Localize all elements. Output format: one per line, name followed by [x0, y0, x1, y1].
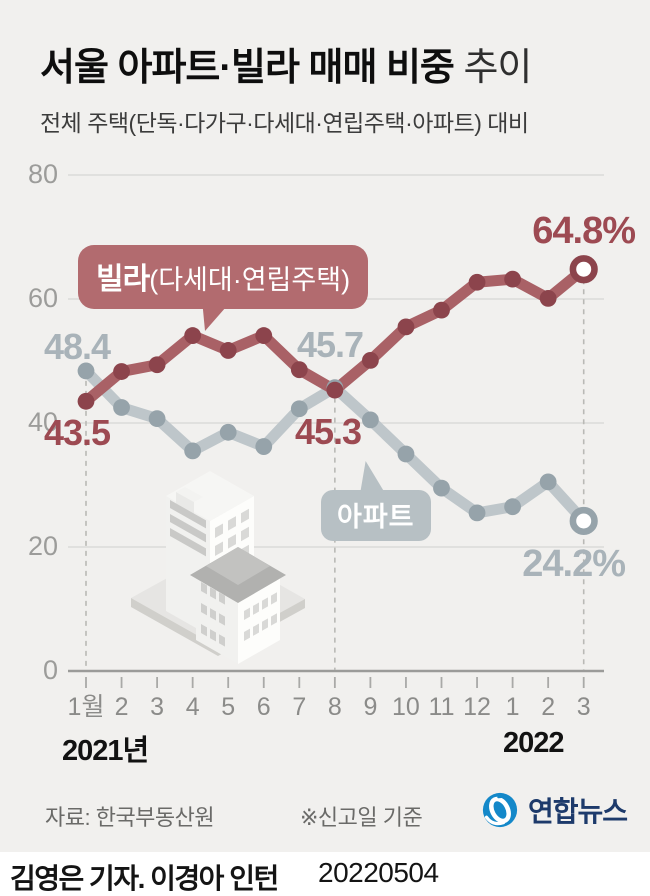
apartment-data-point: [504, 498, 521, 516]
apartment-data-point: [113, 399, 130, 416]
yonhap-logo-text: 연합뉴스: [528, 796, 628, 827]
villa-series-label-box: 빌라(다세대·연립주택): [78, 245, 369, 309]
title-suffix: 추이: [453, 47, 532, 89]
apartment-crossing-value: 45.7: [296, 324, 364, 365]
villa-series-label-bold: 빌라: [96, 263, 150, 296]
villa-data-point: [468, 273, 486, 291]
x-tick-label: 1월: [67, 693, 105, 721]
y-tick-label: 80: [27, 159, 58, 189]
x-tick-label: 7: [292, 693, 307, 721]
y-tick-label: 40: [27, 407, 58, 437]
footnote: ※신고일 기준: [300, 805, 423, 830]
villa-data-point: [290, 361, 308, 379]
apartment-data-point: [539, 473, 557, 491]
apartment-data-point: [219, 423, 237, 441]
y-tick-label: 0: [42, 655, 58, 685]
apartment-series-label: 아파트: [321, 461, 431, 541]
x-tick-label: 2: [541, 693, 556, 721]
data-source: 자료: 한국부동산원: [45, 805, 215, 830]
apartment-data-point: [397, 445, 415, 463]
villa-series-label: 빌라(다세대·연립주택): [78, 245, 369, 331]
x-tick-label: 3: [576, 693, 591, 721]
villa-data-point: [539, 289, 557, 307]
villa-data-point: [326, 381, 344, 399]
x-tick-label: 10: [392, 693, 420, 721]
villa-series-label-rest: (다세대·연립주택): [149, 265, 351, 295]
x-tick-label: 6: [256, 693, 271, 721]
apartment-latest-point: [569, 506, 598, 536]
villa-data-point: [77, 392, 95, 410]
apartment-data-point: [148, 410, 166, 428]
villa-start-value: 43.5: [43, 412, 111, 453]
x-tick-label: 9: [363, 693, 378, 721]
villa-data-point: [148, 356, 166, 374]
yonhap-logo-icon: [482, 792, 518, 828]
apartment-series-label-box: 아파트: [321, 490, 431, 541]
villa-data-point: [397, 318, 415, 336]
x-tick-label: 8: [327, 693, 342, 721]
buildings-illustration: [131, 471, 305, 664]
x-tick-label: 2: [114, 693, 129, 721]
villa-data-point: [219, 342, 237, 359]
year-label-2022: 2022: [503, 727, 565, 759]
villa-data-point: [113, 363, 130, 380]
apartment-data-point: [184, 442, 202, 460]
apartment-data-point: [362, 411, 379, 429]
credit-date: 20220504: [318, 857, 439, 888]
x-tick-label: 12: [463, 693, 491, 721]
x-tick-label: 5: [221, 693, 236, 721]
villa-data-point: [433, 301, 450, 319]
byline: 김영은 기자. 이경아 인턴: [10, 863, 279, 894]
apartment-data-point: [290, 400, 308, 418]
x-tick-label: 1: [505, 693, 520, 721]
apartment-start-value: 48.4: [43, 326, 111, 367]
villa-building: [190, 547, 286, 664]
year-label-2021: 2021년: [62, 735, 149, 767]
apartment-data-point: [433, 479, 450, 497]
y-tick-label: 20: [27, 531, 58, 561]
villa-data-point: [504, 270, 521, 288]
subtitle: 전체 주택(단독·다가구·다세대·연립주택·아파트) 대비: [40, 110, 529, 136]
villa-latest-point: [569, 255, 598, 284]
apartment-data-point: [468, 504, 486, 522]
x-tick-label: 4: [185, 693, 200, 721]
villa-latest-value: 64.8%: [532, 210, 636, 252]
y-tick-label: 60: [27, 283, 58, 313]
yonhap-logo: 연합뉴스: [482, 790, 628, 830]
villa-crossing-value: 45.3: [294, 411, 362, 452]
apartment-data-point: [255, 438, 273, 455]
x-tick-label: 11: [428, 693, 455, 721]
x-tick-label: 3: [150, 693, 165, 721]
apartment-latest-value: 24.2%: [522, 543, 626, 585]
page-title: 서울 아파트·빌라 매매 비중 추이: [40, 36, 532, 91]
callout-tail-up: [357, 461, 385, 492]
apartment-data-point: [77, 362, 95, 380]
villa-data-point: [184, 327, 202, 344]
villa-data-point: [362, 351, 379, 369]
title-main: 서울 아파트·빌라 매매 비중: [40, 47, 455, 89]
credit-strip: 김영은 기자. 이경아 인턴 20220504: [0, 852, 650, 896]
villa-data-point: [255, 327, 273, 344]
